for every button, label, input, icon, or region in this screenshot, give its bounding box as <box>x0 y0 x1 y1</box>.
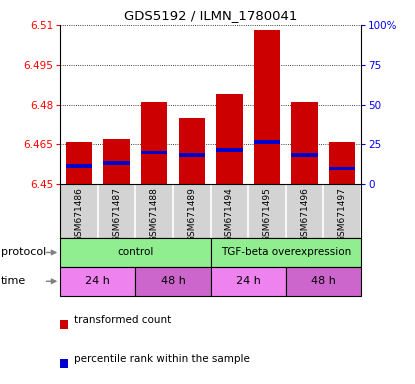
Bar <box>66 142 92 184</box>
Bar <box>141 102 167 184</box>
Bar <box>291 102 318 184</box>
Text: protocol: protocol <box>1 247 46 258</box>
Text: GSM671496: GSM671496 <box>300 187 309 242</box>
Text: GSM671495: GSM671495 <box>263 187 271 242</box>
Text: GSM671488: GSM671488 <box>150 187 159 242</box>
Bar <box>211 267 286 296</box>
Text: GSM671486: GSM671486 <box>74 187 83 242</box>
Text: TGF-beta overexpression: TGF-beta overexpression <box>221 247 351 258</box>
Text: control: control <box>117 247 154 258</box>
Title: GDS5192 / ILMN_1780041: GDS5192 / ILMN_1780041 <box>124 9 297 22</box>
Bar <box>103 139 130 184</box>
Text: 48 h: 48 h <box>311 276 336 286</box>
Text: GSM671487: GSM671487 <box>112 187 121 242</box>
Text: 48 h: 48 h <box>161 276 186 286</box>
Bar <box>141 151 167 154</box>
Bar <box>286 267 361 296</box>
Text: transformed count: transformed count <box>74 315 171 325</box>
Bar <box>216 94 243 184</box>
Bar <box>60 267 135 296</box>
Bar <box>135 267 210 296</box>
Bar <box>60 320 68 329</box>
Bar <box>103 161 130 165</box>
Bar <box>60 238 211 267</box>
Bar <box>291 153 318 157</box>
Bar <box>211 238 361 267</box>
Text: GSM671489: GSM671489 <box>187 187 196 242</box>
Text: GSM671497: GSM671497 <box>338 187 347 242</box>
Bar <box>60 359 68 368</box>
Bar <box>254 30 280 184</box>
Bar <box>178 118 205 184</box>
Bar <box>178 153 205 157</box>
Text: 24 h: 24 h <box>85 276 110 286</box>
Bar <box>254 140 280 144</box>
Bar <box>329 167 355 170</box>
Bar <box>329 142 355 184</box>
Text: percentile rank within the sample: percentile rank within the sample <box>74 354 249 364</box>
Bar <box>216 148 243 152</box>
Text: time: time <box>1 276 26 286</box>
Bar <box>66 164 92 167</box>
Text: 24 h: 24 h <box>236 276 261 286</box>
Text: GSM671494: GSM671494 <box>225 187 234 242</box>
